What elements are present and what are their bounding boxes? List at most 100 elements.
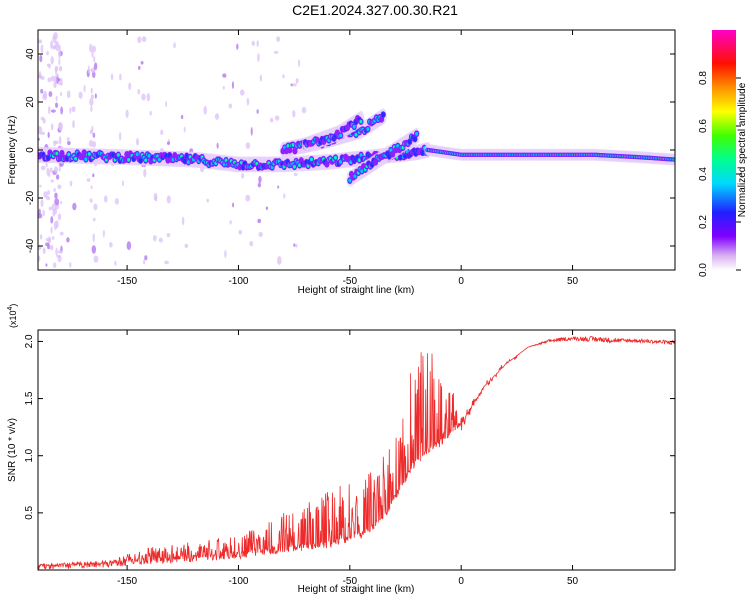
spectrogram-speckle (58, 136, 62, 145)
snr-y-ticks: 0.5 1.0 1.5 2.0 (24, 334, 675, 520)
colorbar-tick-label: 0.0 (698, 263, 709, 277)
spectrogram-speckle (38, 245, 42, 250)
spectrogram-speckle (251, 40, 256, 47)
spectrogram-blob-core (286, 144, 290, 148)
spectrogram-speckle (43, 90, 48, 99)
spectrogram-speckle (149, 110, 152, 116)
spectrogram-speckle (69, 107, 72, 114)
spectrogram-speckle (214, 113, 220, 120)
spectrogram-speckle (224, 249, 227, 259)
spectrogram-speckle (295, 77, 299, 84)
snr-series-line (38, 335, 675, 570)
spectrogram-y-tick-label: -20 (25, 190, 36, 205)
spectrogram-speckle (295, 243, 298, 248)
spectrogram-speckle (166, 141, 170, 145)
spectrogram-speckle (137, 36, 142, 44)
spectrogram-speckle (55, 73, 59, 77)
spectrogram-speckle (53, 188, 56, 192)
spectrogram-speckle (245, 194, 251, 202)
spectrogram-speckle (54, 65, 59, 72)
snr-x-axis-label: Height of straight line (km) (298, 584, 415, 595)
spectrogram-speckle (50, 123, 54, 131)
spectrogram-speckle (58, 58, 61, 66)
spectrogram-panel: -150 -100 -50 0 50 -40 -20 0 20 40 Height of str… (7, 29, 676, 296)
colorbar-gradient (712, 30, 736, 270)
spectrogram-blob-core (306, 164, 310, 168)
spectrogram-y-ticks: -40 -20 0 20 40 (25, 48, 675, 253)
spectrogram-speckle (50, 40, 54, 50)
spectrogram-blob-outer (292, 147, 298, 155)
spectrogram-x-tick-label: 50 (567, 276, 579, 287)
spectrogram-x-tick-label: -100 (228, 276, 248, 287)
snr-x-tick-label: 50 (567, 576, 579, 587)
spectrogram-speckle (57, 213, 62, 221)
spectrogram-speckle (89, 129, 93, 135)
spectrogram-speckle (58, 166, 61, 172)
spectrogram-blob (348, 178, 352, 183)
spectrogram-speckle (90, 94, 94, 100)
snr-x-ticks: -150 -100 -50 0 50 (117, 330, 579, 587)
spectrogram-speckle (146, 93, 151, 102)
spectrogram-speckle (229, 219, 232, 225)
spectrogram-speckle (92, 45, 96, 53)
spectrogram-blob (415, 131, 419, 136)
spectrogram-blob (186, 160, 191, 165)
spectrogram-speckle (52, 262, 57, 268)
spectrogram-speckle (301, 106, 307, 114)
spectrogram-speckle (40, 88, 44, 94)
spectrogram-speckle (249, 240, 254, 247)
spectrogram-speckle (290, 83, 293, 87)
colorbar-tick-label: 0.2 (698, 215, 709, 229)
snr-y-multiplier-exp: 4 (7, 306, 14, 310)
snr-x-tick-label: -150 (117, 576, 137, 587)
spectrogram-speckle (259, 74, 263, 82)
snr-x-tick-label: 0 (458, 576, 464, 587)
spectrogram-speckle (58, 49, 62, 59)
spectrogram-y-tick-label: 0 (25, 147, 36, 153)
colorbar: 0.0 0.2 0.4 0.6 0.8 Normalized spectral ampl… (698, 30, 748, 277)
spectrogram-speckle (47, 238, 51, 243)
spectrogram-speckle (141, 93, 146, 101)
spectrogram-blob-core (354, 133, 358, 137)
spectrogram-speckle (109, 241, 113, 248)
spectrogram-speckle (293, 172, 298, 177)
spectrogram-speckle (67, 141, 71, 146)
spectrogram-speckle (93, 55, 96, 63)
spectrogram-speckle (45, 263, 48, 267)
spectrogram-speckle (60, 200, 63, 205)
spectrogram-speckle (55, 174, 60, 180)
spectrogram-blob (407, 139, 412, 145)
spectrogram-speckle (141, 36, 147, 43)
spectrogram-speckle (282, 74, 285, 79)
spectrogram-speckle (38, 208, 41, 215)
spectrogram-blob (412, 136, 417, 142)
spectrogram-x-ticks: -150 -100 -50 0 50 (117, 30, 579, 287)
spectrogram-blob (147, 153, 151, 158)
spectrogram-speckle (126, 241, 132, 251)
spectrogram-speckle (38, 39, 43, 44)
spectrogram-speckle (257, 182, 262, 188)
spectrogram-blob-core (298, 163, 301, 167)
spectrogram-speckle (48, 64, 51, 69)
spectrogram-speckle (88, 43, 93, 53)
spectrogram-blob-core (105, 158, 108, 162)
spectrogram-speckle (236, 43, 239, 50)
spectrogram-speckle (50, 109, 56, 113)
spectrogram-speckle (57, 250, 63, 254)
spectrogram-blob-core (310, 157, 313, 161)
spectrogram-x-tick-label: -50 (343, 276, 358, 287)
spectrogram-speckle (83, 84, 86, 93)
spectrogram-speckle (42, 118, 46, 124)
spectrogram-speckle (94, 62, 98, 71)
spectrogram-speckle (66, 90, 71, 99)
spectrogram-speckle (38, 213, 43, 219)
spectrogram-speckle (39, 54, 43, 63)
spectrogram-speckle (46, 50, 49, 56)
spectrogram-speckle (58, 65, 63, 72)
spectrogram-blob-core (334, 156, 337, 160)
spectrogram-blob-core (293, 165, 296, 169)
spectrogram-marks (38, 32, 675, 268)
snr-x-tick-label: -50 (343, 576, 358, 587)
spectrogram-speckle (250, 127, 253, 136)
spectrogram-speckle (256, 109, 259, 114)
